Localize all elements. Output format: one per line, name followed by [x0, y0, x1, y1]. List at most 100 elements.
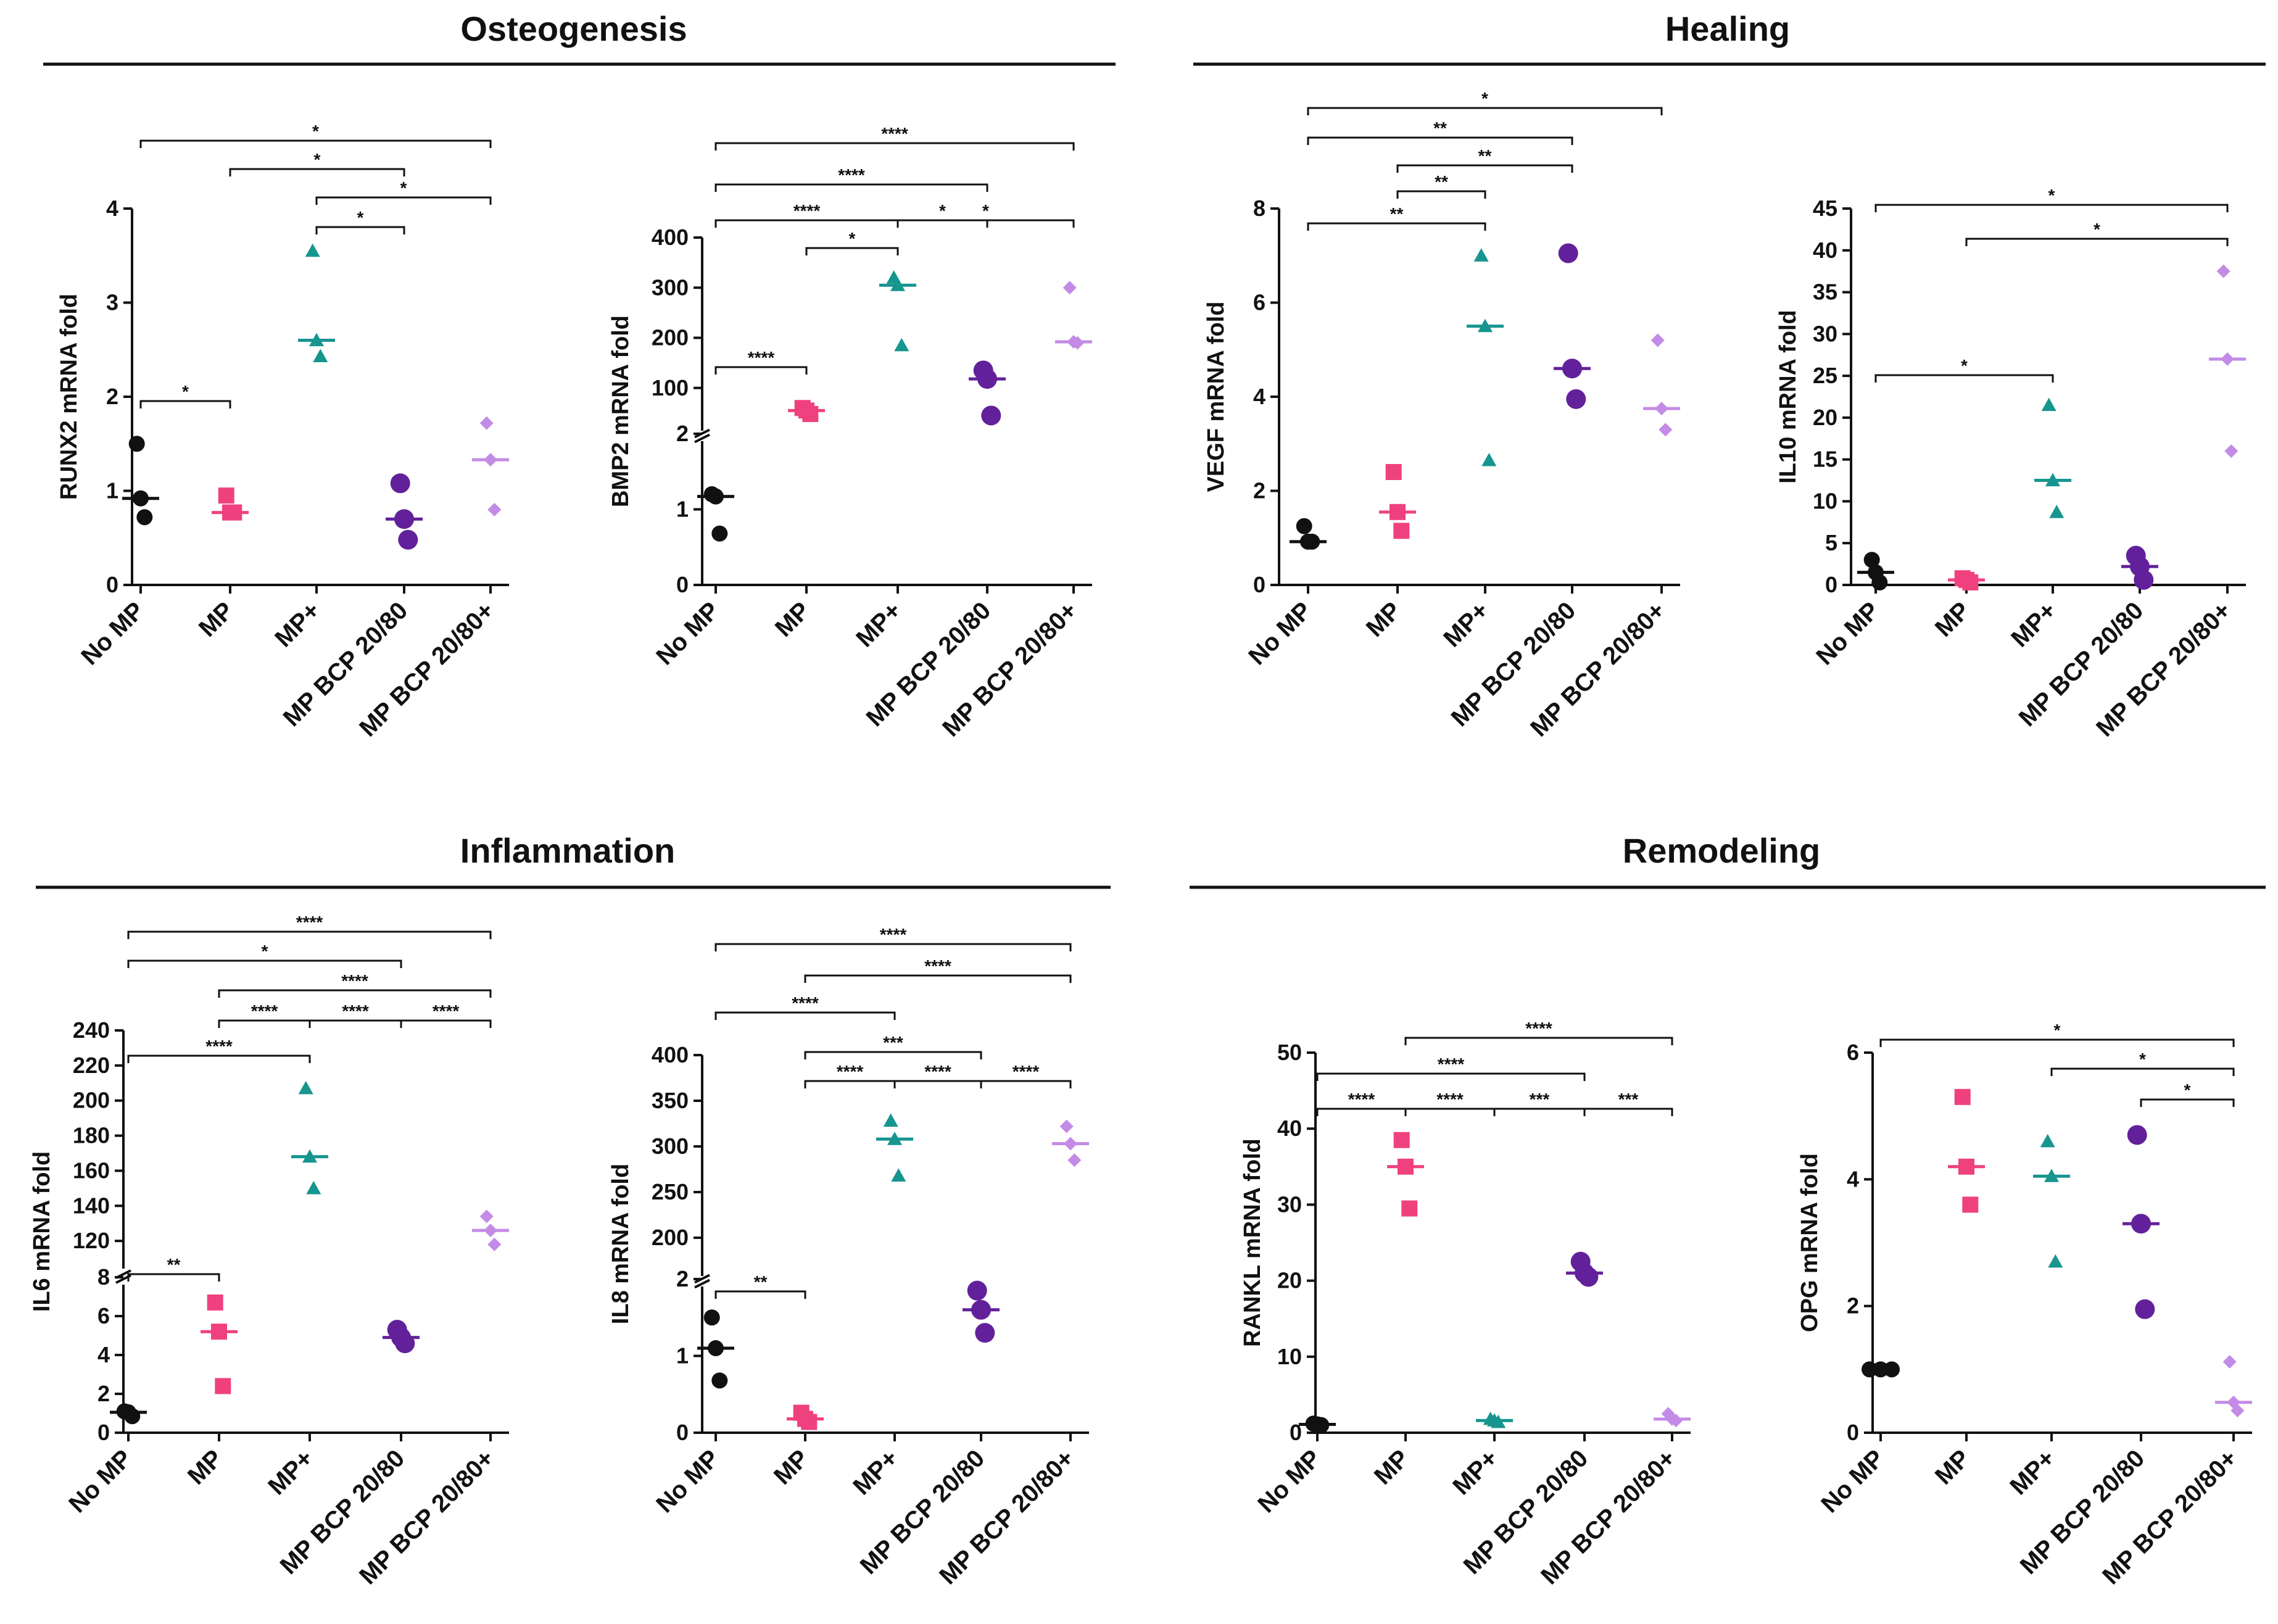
significance-bracket — [714, 142, 1075, 151]
significance-bracket — [714, 943, 1072, 951]
y-tick-label: 6 — [97, 1303, 110, 1328]
data-point — [1962, 574, 1979, 590]
x-category-label: MP+ — [2006, 597, 2061, 652]
data-point — [390, 473, 410, 494]
y-tick-label: 6 — [1253, 290, 1265, 315]
data-point — [487, 1237, 502, 1251]
data-point — [128, 436, 145, 452]
significance-label: *** — [1618, 1090, 1639, 1109]
y-tick-label: 20 — [1813, 405, 1837, 430]
y-tick-label: 4 — [1253, 384, 1265, 409]
y-tick-label: 2 — [676, 421, 689, 446]
significance-label: * — [2048, 186, 2055, 205]
x-category-label: MP — [769, 1444, 814, 1490]
y-tick-label: 100 — [652, 375, 689, 400]
y-axis-label: IL10 mRNA fold — [1775, 310, 1801, 484]
x-category-label: No MP — [1811, 597, 1884, 670]
y-tick-label: 350 — [652, 1088, 689, 1113]
significance-bracket — [1965, 238, 2229, 246]
data-point — [801, 1414, 818, 1430]
significance-bracket — [218, 989, 492, 998]
y-axis-label: RUNX2 mRNA fold — [56, 294, 82, 500]
y-tick-label: 1 — [106, 478, 118, 503]
y-tick-label: 2 — [1253, 478, 1265, 503]
y-tick-label: 35 — [1813, 280, 1837, 305]
significance-bracket — [804, 1051, 982, 1059]
significance-label: **** — [342, 1001, 369, 1021]
y-tick-label: 50 — [1277, 1040, 1302, 1065]
y-tick-label: 1 — [676, 1343, 689, 1369]
data-point — [306, 1180, 321, 1195]
data-point — [1871, 574, 1888, 590]
significance-bracket — [1404, 1037, 1673, 1045]
y-tick-label: 4 — [1847, 1166, 1859, 1191]
significance-label: ** — [1390, 204, 1404, 223]
data-point — [1062, 281, 1077, 295]
x-category-label: No MP — [651, 597, 724, 670]
y-tick-label: 20 — [1277, 1268, 1302, 1293]
data-point — [1393, 1132, 1410, 1148]
y-tick-label: 250 — [652, 1179, 689, 1204]
y-tick-label: 30 — [1277, 1191, 1302, 1217]
data-point — [975, 1323, 995, 1343]
significance-bracket — [229, 168, 405, 176]
y-tick-label: 2 — [97, 1381, 110, 1406]
significance-bracket — [1874, 204, 2229, 212]
significance-bracket — [315, 226, 405, 234]
x-category-label: MP+ — [2005, 1444, 2060, 1500]
y-tick-label: 3 — [106, 290, 118, 315]
y-tick-label: 6 — [1847, 1040, 1859, 1065]
significance-label: **** — [838, 165, 865, 184]
y-tick-label: 120 — [73, 1228, 110, 1253]
data-point — [1566, 389, 1586, 409]
significance-bracket — [805, 247, 899, 255]
significance-label: * — [1961, 356, 1968, 375]
significance-bracket — [897, 219, 1075, 228]
significance-label: * — [982, 201, 989, 220]
y-axis-label: IL6 mRNA fold — [29, 1151, 55, 1312]
significance-label: **** — [881, 124, 908, 143]
significance-bracket — [1874, 374, 2054, 383]
section-header-inflammation: Inflammation — [36, 831, 1111, 889]
y-tick-label: 140 — [73, 1193, 110, 1218]
significance-bracket — [1307, 136, 1573, 145]
significance-label: * — [2054, 1021, 2061, 1040]
data-point — [487, 503, 502, 516]
data-point — [1651, 333, 1665, 347]
significance-bracket — [893, 1080, 982, 1088]
significance-bracket — [1396, 190, 1486, 199]
y-tick-label: 25 — [1813, 363, 1837, 388]
data-point — [1296, 518, 1312, 534]
data-point — [1558, 243, 1578, 263]
significance-label: **** — [1438, 1054, 1465, 1074]
data-point — [802, 406, 819, 422]
significance-bracket — [309, 1019, 402, 1028]
x-category-label: MP+ — [263, 1444, 318, 1500]
x-category-label: MP+ — [848, 1444, 903, 1500]
y-tick-label: 4 — [97, 1342, 110, 1367]
significance-bracket — [897, 219, 988, 228]
significance-label: * — [357, 208, 364, 227]
significance-bracket — [714, 366, 808, 375]
significance-label: ** — [1478, 146, 1492, 165]
data-point — [2135, 1299, 2155, 1319]
significance-label: *** — [883, 1033, 903, 1052]
data-point — [894, 338, 909, 352]
significance-bracket — [127, 930, 492, 939]
data-point — [2230, 1404, 2245, 1418]
significance-bracket — [218, 1019, 311, 1028]
significance-bracket — [127, 1054, 311, 1063]
y-tick-label: 5 — [1825, 530, 1837, 555]
x-category-label: MP — [1369, 1444, 1415, 1490]
y-tick-label: 240 — [73, 1017, 110, 1043]
data-point — [1067, 1153, 1082, 1167]
data-point — [124, 1408, 141, 1425]
significance-label: ** — [167, 1255, 181, 1274]
x-category-label: MP — [183, 1444, 228, 1490]
y-tick-label: 40 — [1813, 238, 1837, 263]
data-point — [218, 487, 234, 504]
significance-bracket — [2050, 1067, 2235, 1076]
y-tick-label: 15 — [1813, 447, 1837, 472]
